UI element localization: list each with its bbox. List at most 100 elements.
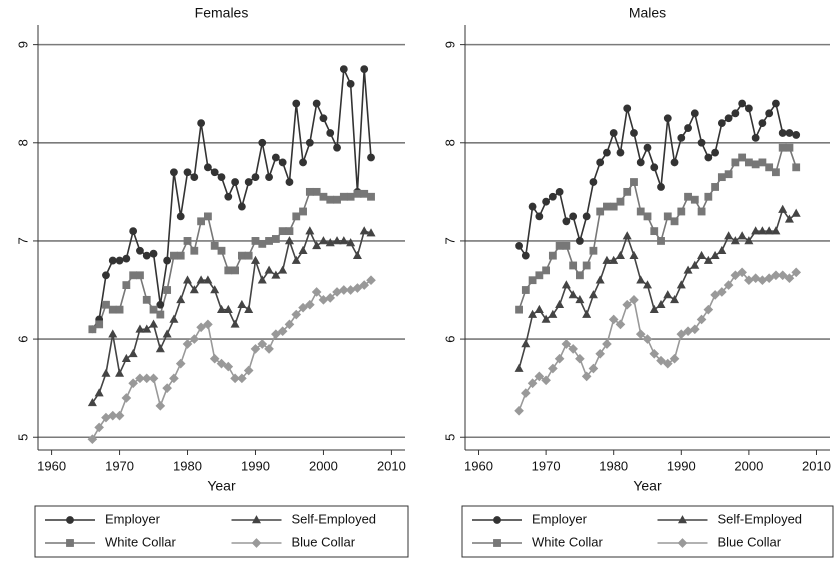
marker-triangle (108, 329, 118, 338)
marker-triangle (203, 275, 213, 284)
marker-circle (210, 168, 219, 177)
marker-circle (616, 148, 625, 157)
y-tick-label: 6 (15, 335, 30, 342)
x-axis-label: Year (207, 478, 236, 494)
marker-square (353, 189, 362, 198)
marker-circle (360, 65, 369, 74)
marker-circle (677, 133, 686, 142)
x-tick-label: 1960 (464, 458, 493, 473)
marker-square (66, 539, 74, 547)
marker-triangle (778, 204, 788, 213)
y-tick-label: 6 (442, 335, 457, 342)
marker-circle (663, 114, 672, 123)
marker-triangle (291, 255, 301, 264)
x-tick-label: 1970 (105, 458, 134, 473)
marker-square (156, 310, 165, 319)
marker-square (217, 246, 226, 255)
marker-diamond (642, 334, 653, 344)
marker-circle (231, 178, 239, 186)
series-line (91, 279, 372, 440)
legend-label: Self-Employed (718, 511, 803, 526)
marker-circle (299, 158, 307, 167)
marker-circle (758, 119, 767, 128)
marker-diamond (311, 287, 322, 297)
x-tick-label: 2010 (377, 458, 406, 473)
marker-triangle (636, 275, 646, 284)
marker-square (237, 251, 246, 260)
marker-triangle (176, 295, 186, 304)
marker-square (333, 195, 341, 204)
marker-square (562, 241, 571, 250)
marker-circle (643, 143, 652, 152)
y-tick-label: 5 (15, 434, 30, 441)
marker-square (197, 217, 206, 226)
marker-diamond (94, 422, 104, 433)
marker-diamond (148, 373, 159, 384)
marker-square (576, 271, 584, 280)
legend-label: Employer (105, 511, 161, 526)
marker-square (555, 241, 564, 250)
marker-triangle (366, 228, 376, 237)
y-tick-label: 8 (15, 139, 30, 146)
marker-square (724, 170, 733, 179)
marker-diamond (723, 280, 734, 290)
marker-triangle (764, 226, 774, 235)
marker-triangle (588, 290, 598, 299)
marker-diamond (251, 538, 262, 548)
marker-diamond (561, 339, 572, 349)
marker-circle (258, 138, 267, 147)
x-tick-label: 2000 (309, 458, 338, 473)
marker-triangle (690, 260, 700, 269)
marker-diamond (541, 375, 551, 386)
marker-diamond (737, 267, 747, 278)
marker-diamond (608, 314, 619, 325)
marker-square (738, 153, 747, 162)
series-line (518, 271, 797, 412)
marker-triangle (332, 236, 342, 245)
marker-circle (319, 114, 328, 123)
x-tick-label: 1990 (667, 458, 696, 473)
marker-circle (738, 99, 747, 108)
marker-circle (204, 163, 212, 172)
marker-diamond (588, 363, 599, 374)
marker-triangle (94, 388, 104, 397)
marker-triangle (128, 348, 138, 358)
marker-triangle (595, 275, 605, 284)
marker-diamond (250, 344, 261, 354)
marker-triangle (121, 353, 131, 363)
marker-triangle (101, 368, 111, 377)
x-tick-label: 1980 (173, 458, 202, 473)
marker-square (609, 202, 618, 211)
marker-triangle (629, 250, 639, 259)
marker-triangle (251, 515, 262, 524)
marker-square (271, 235, 280, 243)
marker-triangle (210, 285, 220, 294)
marker-diamond (366, 275, 376, 286)
marker-circle (251, 173, 260, 182)
marker-triangle (284, 236, 294, 245)
marker-circle (697, 138, 706, 147)
marker-circle (163, 256, 172, 265)
marker-diamond (162, 383, 172, 393)
y-tick-label: 9 (442, 41, 457, 48)
marker-triangle (230, 319, 240, 328)
marker-circle (312, 99, 321, 108)
marker-circle (555, 187, 564, 196)
marker-circle (339, 65, 348, 74)
marker-circle (326, 129, 335, 137)
marker-square (339, 192, 348, 201)
marker-square (183, 237, 192, 245)
marker-diamond (114, 410, 125, 421)
marker-diamond (656, 355, 666, 366)
marker-square (163, 286, 172, 294)
marker-square (596, 207, 605, 216)
marker-square (95, 320, 104, 329)
marker-square (744, 158, 753, 167)
x-tick-label: 2010 (802, 458, 831, 473)
marker-triangle (298, 245, 308, 255)
marker-square (623, 187, 632, 196)
marker-triangle (676, 280, 686, 289)
marker-circle (542, 197, 551, 206)
marker-square (285, 227, 294, 236)
